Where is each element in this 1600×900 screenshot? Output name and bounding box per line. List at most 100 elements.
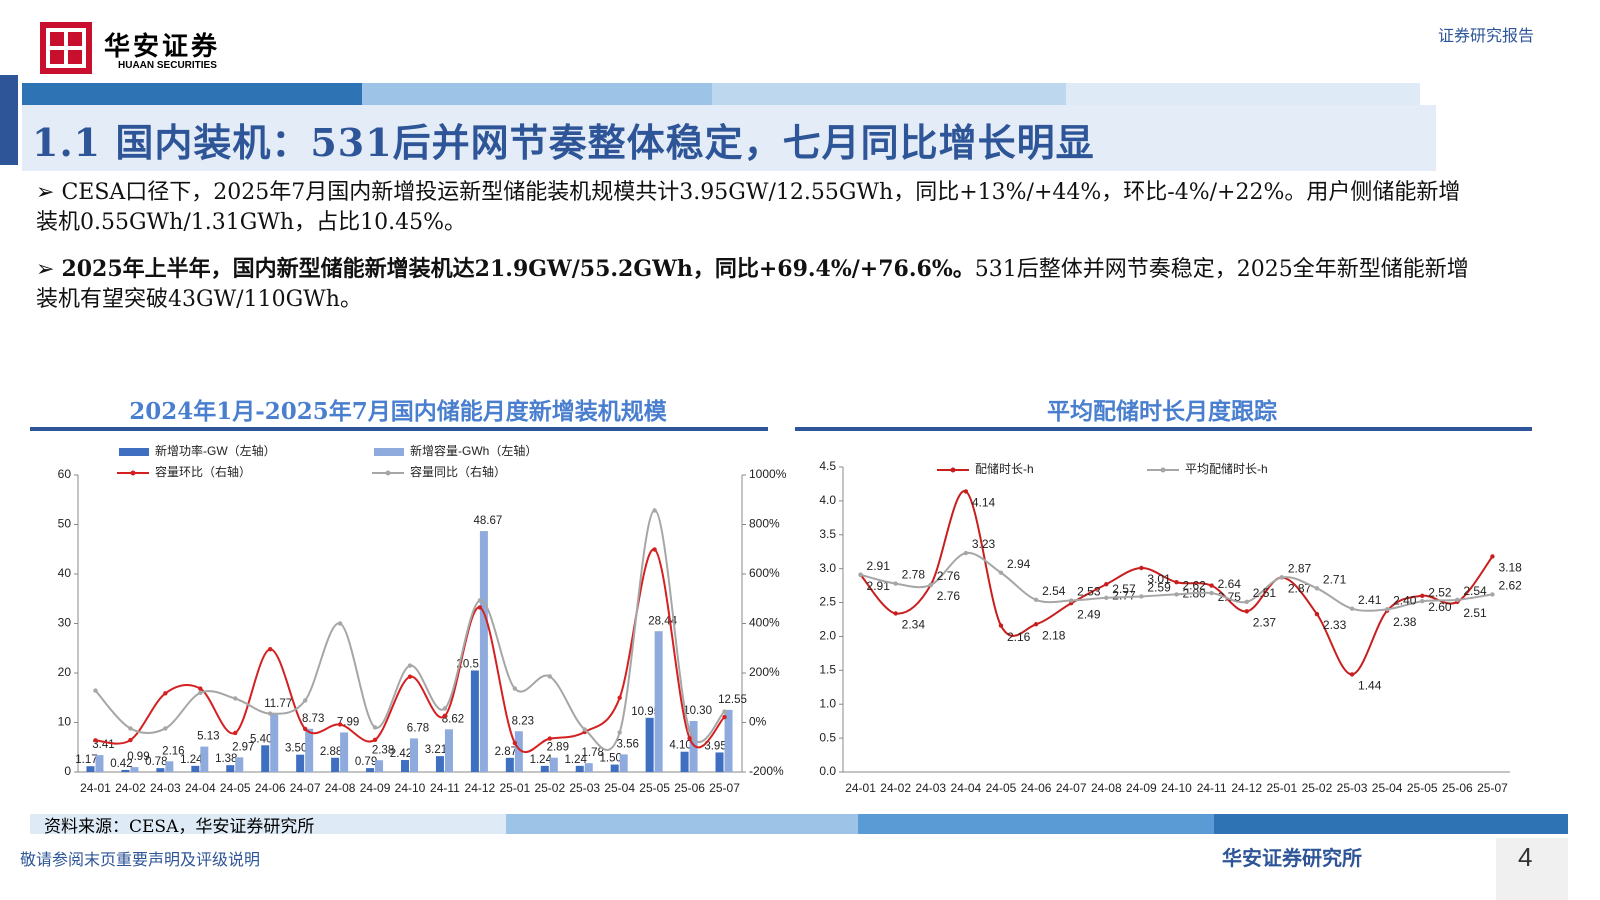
data-label: 2.62: [1498, 579, 1522, 593]
bar: [331, 757, 340, 772]
x-tick-label: 25-07: [1477, 781, 1508, 795]
x-tick-label: 24-09: [360, 781, 391, 795]
x-tick-label: 24-11: [430, 781, 460, 795]
point: [722, 714, 727, 720]
bar: [121, 769, 130, 772]
point: [1139, 594, 1144, 599]
data-label: 3.18: [1498, 561, 1522, 575]
bar: [619, 754, 628, 772]
point: [1174, 592, 1179, 597]
x-tick-label: 25-06: [1442, 781, 1473, 795]
point: [372, 725, 378, 730]
point: [1349, 672, 1355, 677]
logo-cross: [48, 30, 84, 66]
point: [128, 726, 133, 731]
bar: [156, 768, 165, 772]
point: [1244, 609, 1249, 614]
point: [302, 726, 308, 732]
data-label: 0.99: [127, 751, 149, 763]
brand-en: HUAAN SECURITIES: [118, 60, 217, 71]
x-tick-label: 25-03: [569, 781, 600, 795]
point: [1349, 606, 1355, 611]
y2-tick-label: 400%: [749, 616, 780, 630]
data-label: 2.38: [1393, 615, 1417, 629]
point: [1279, 575, 1285, 580]
x-tick-label: 25-02: [1302, 781, 1333, 795]
point: [998, 570, 1004, 575]
x-tick-label: 24-07: [1056, 781, 1087, 795]
rule: [30, 427, 768, 431]
point: [163, 691, 168, 696]
data-label: 1.17: [75, 754, 97, 766]
point: [337, 722, 343, 727]
data-label: 0.78: [145, 756, 167, 768]
data-label: 2.41: [1358, 593, 1382, 607]
data-label: 2.62: [1183, 579, 1207, 593]
bar: [514, 731, 523, 772]
data-label: 2.34: [902, 618, 926, 632]
x-tick-label: 24-08: [325, 781, 356, 795]
data-label: 3.21: [425, 744, 447, 756]
data-label: 2.51: [1463, 606, 1487, 620]
bar: [540, 765, 549, 772]
data-label: 6.78: [407, 722, 429, 734]
y-tick-label: 50: [58, 517, 72, 531]
data-label: 8.73: [302, 713, 324, 725]
bar: [444, 729, 453, 772]
point: [617, 695, 622, 700]
x-tick-label: 24-05: [986, 781, 1017, 795]
point: [198, 686, 203, 691]
title-band: [1066, 83, 1420, 105]
x-tick-label: 25-03: [1337, 781, 1368, 795]
x-tick-label: 25-02: [534, 781, 565, 795]
point: [1420, 599, 1425, 604]
bar: [645, 717, 654, 772]
x-tick-label: 25-04: [1372, 781, 1403, 795]
data-label: 1.44: [1358, 679, 1382, 693]
x-tick-label: 25-07: [709, 781, 740, 795]
bar: [470, 670, 479, 772]
x-tick-label: 24-12: [465, 781, 496, 795]
bullet-text: CESA口径下，2025年7月国内新增投运新型储能装机规模共计3.95GW/12…: [36, 180, 1461, 235]
x-tick-label: 24-06: [255, 781, 286, 795]
bar: [410, 738, 418, 772]
data-label: 0.79: [355, 756, 377, 768]
x-tick-label: 25-01: [1266, 781, 1297, 795]
bullet: ➢ CESA口径下，2025年7月国内新增投运新型储能装机规模共计3.95GW/…: [36, 180, 1461, 235]
bar: [715, 752, 724, 772]
y-tick-label: 2.5: [819, 595, 836, 609]
data-label: 2.57: [1112, 582, 1136, 596]
chart: 0.0 0.5 1.0 1.5 2.0 2.5 3.0 3.5 4.0 4.5 24-01 24-02…: [819, 459, 1522, 795]
y2-tick-label: 800%: [749, 517, 780, 531]
data-label: 2.87: [1288, 562, 1312, 576]
bar: [305, 728, 314, 772]
data-label: 2.51: [1253, 586, 1277, 600]
x-tick-label: 24-10: [395, 781, 426, 795]
bullet-bold: 2025年上半年，国内新型储能新增装机达21.9GW/55.2GWh，同比+69…: [61, 256, 975, 282]
data-label: 48.67: [474, 515, 503, 527]
data-label: 3.01: [1147, 572, 1171, 586]
bar: [165, 761, 174, 772]
y-tick-label: 2.0: [819, 629, 836, 643]
data-label: 2.89: [547, 742, 569, 754]
point: [928, 582, 933, 588]
point: [93, 688, 98, 693]
footer-band: [1214, 814, 1568, 834]
point: [1314, 586, 1320, 591]
point: [893, 581, 898, 586]
y-tick-label: 0.5: [819, 730, 836, 744]
data-label: 4.14: [972, 496, 996, 510]
x-tick-label: 24-01: [845, 781, 876, 795]
y-tick-label: 4.0: [819, 493, 836, 507]
bar: [191, 765, 200, 772]
source: 资料来源：CESA，华安证券研究所: [44, 817, 315, 837]
bar: [340, 732, 349, 772]
point: [687, 728, 692, 733]
bar: [270, 713, 279, 772]
x-tick-label: 24-07: [290, 781, 321, 795]
point: [1384, 607, 1390, 612]
data-label: 1.38: [215, 753, 237, 765]
x-tick-label: 25-06: [674, 781, 705, 795]
data-label: 3.50: [285, 743, 307, 755]
point: [128, 737, 133, 743]
